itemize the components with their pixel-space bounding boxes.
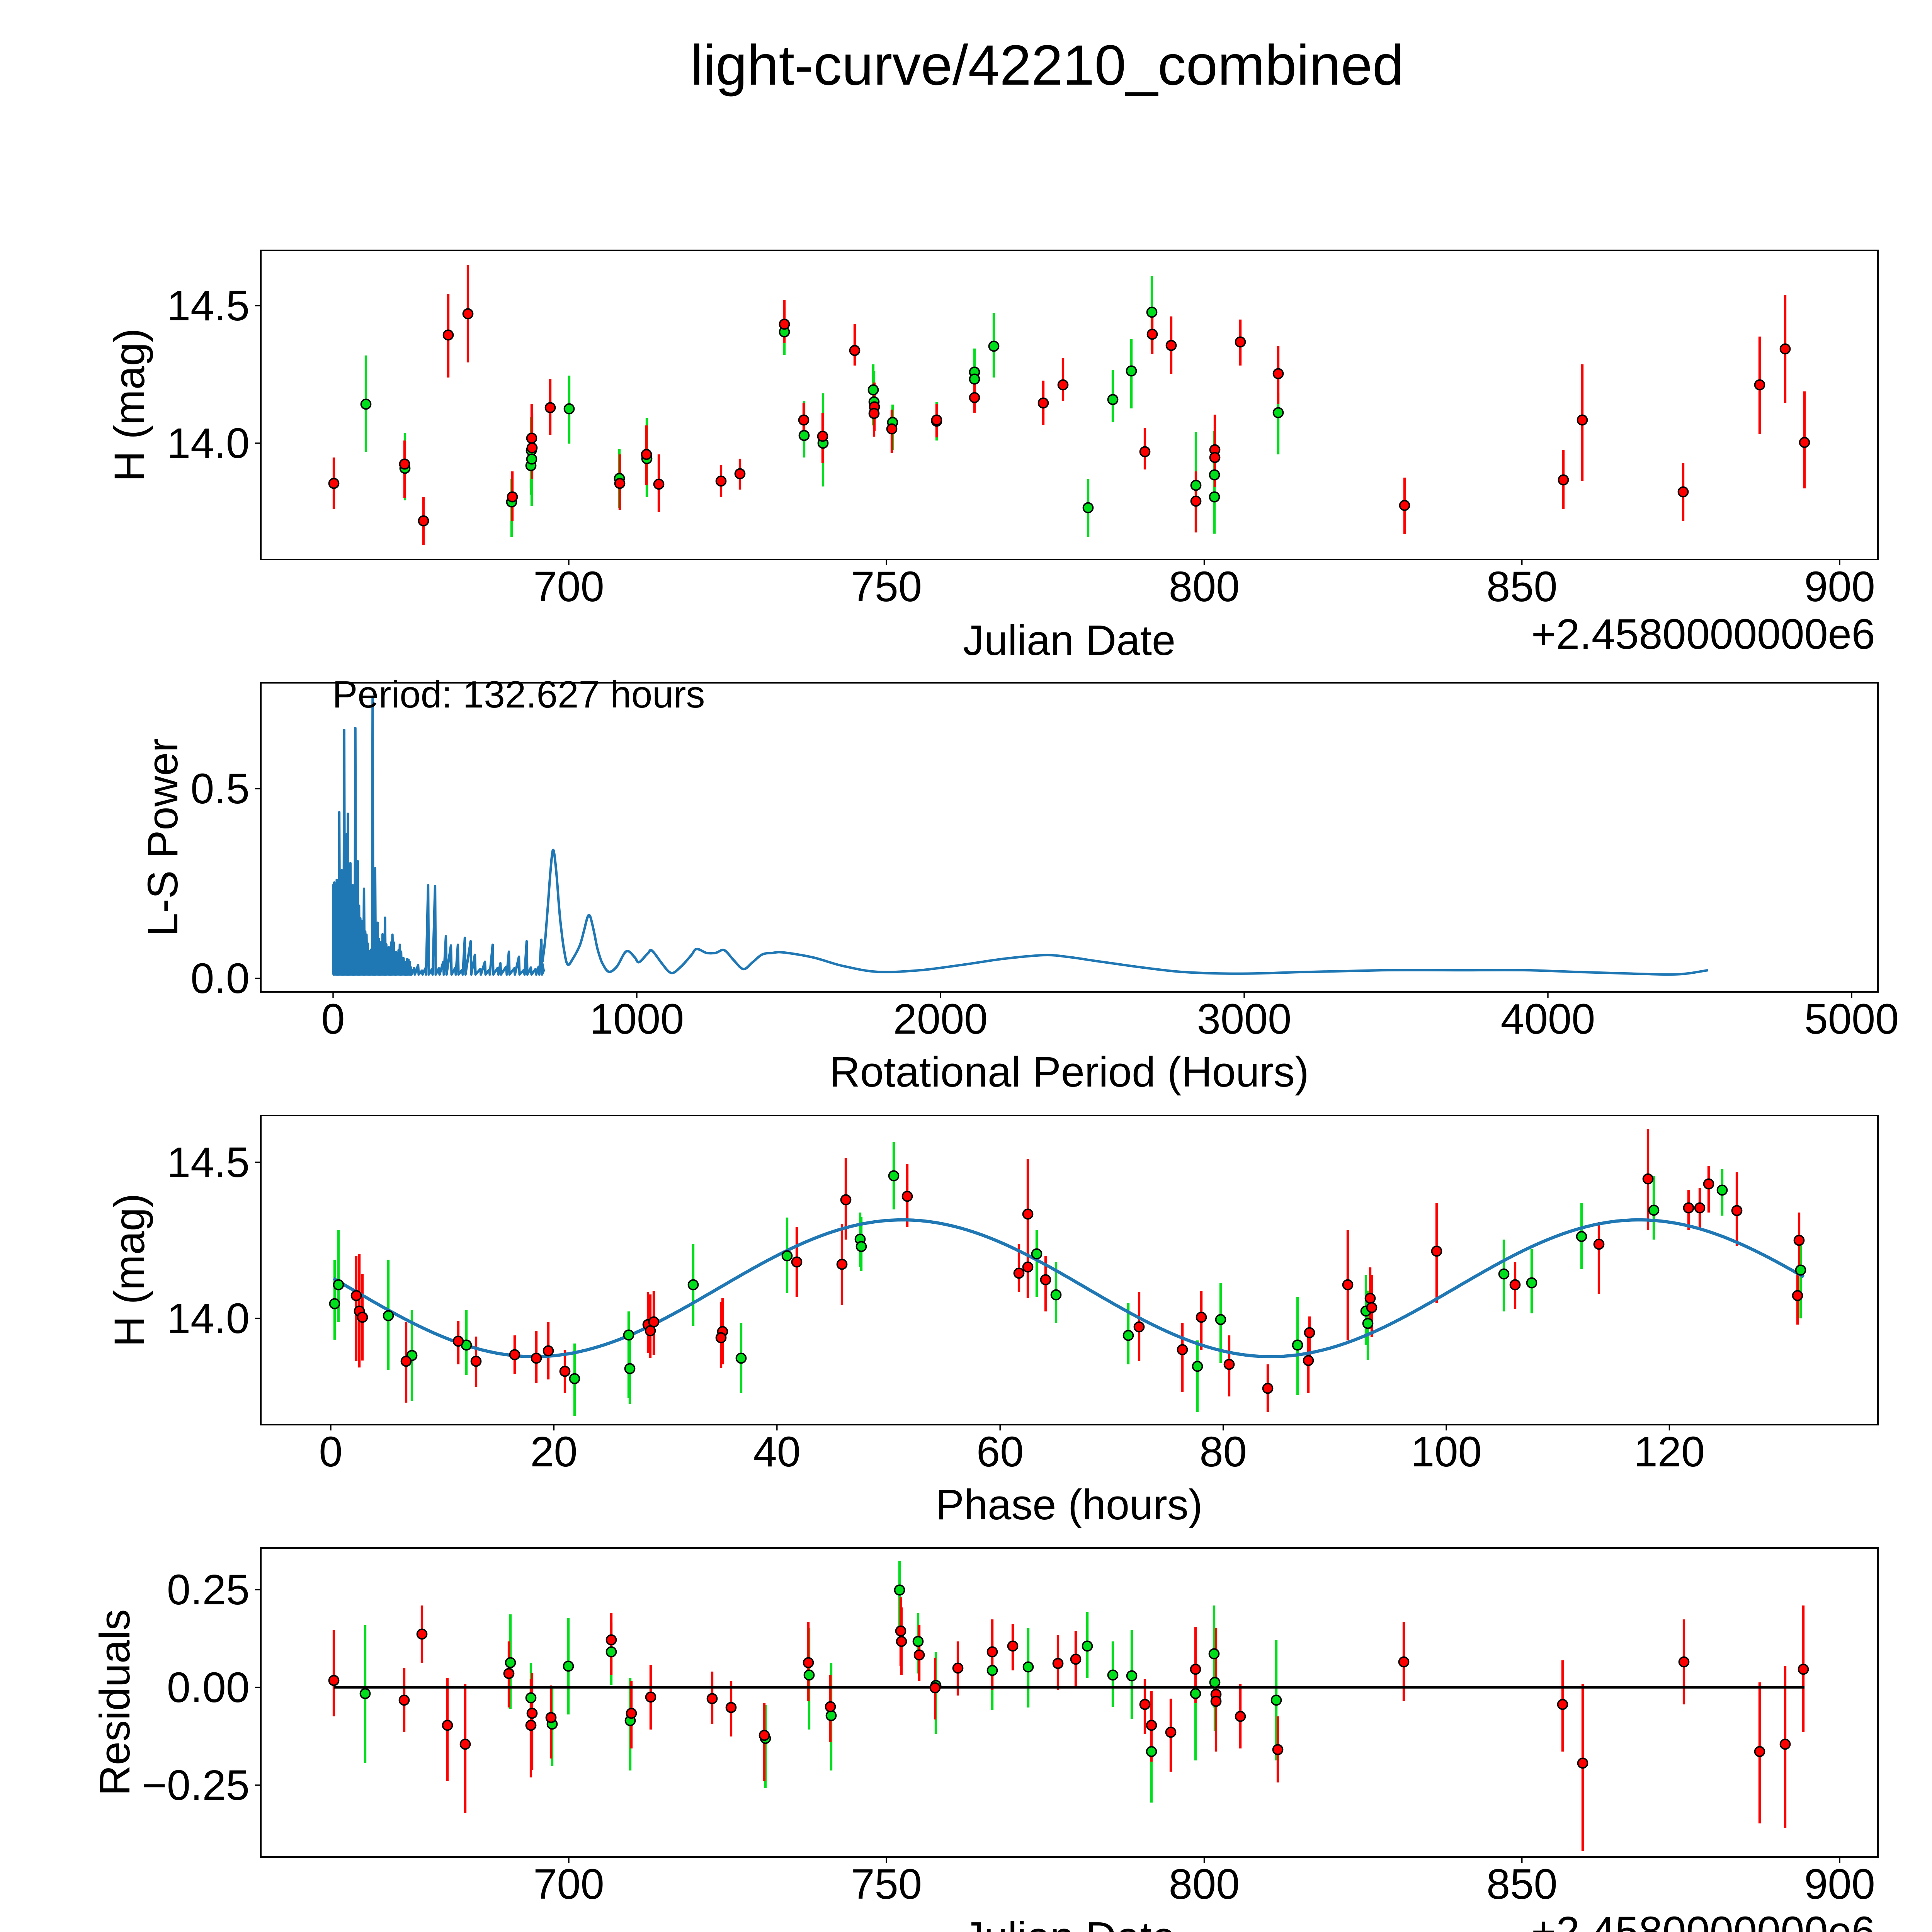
svg-text:1000: 1000 <box>590 995 684 1043</box>
svg-text:2000: 2000 <box>893 995 988 1043</box>
svg-text:750: 750 <box>851 563 922 611</box>
svg-text:Phase (hours): Phase (hours) <box>936 1481 1203 1529</box>
svg-text:0.0: 0.0 <box>190 955 250 1002</box>
svg-text:−0.25: −0.25 <box>142 1762 250 1809</box>
svg-text:80: 80 <box>1199 1428 1247 1476</box>
svg-text:0.5: 0.5 <box>190 765 250 813</box>
svg-text:H (mag): H (mag) <box>106 1193 153 1347</box>
svg-text:14.0: 14.0 <box>167 1295 250 1342</box>
svg-text:850: 850 <box>1486 1861 1558 1908</box>
svg-text:14.0: 14.0 <box>167 420 250 467</box>
svg-text:Residuals: Residuals <box>91 1609 139 1796</box>
svg-text:14.5: 14.5 <box>167 282 250 330</box>
svg-text:Rotational Period (Hours): Rotational Period (Hours) <box>829 1048 1309 1096</box>
svg-text:0.25: 0.25 <box>167 1566 250 1614</box>
svg-text:800: 800 <box>1169 563 1240 611</box>
svg-text:40: 40 <box>753 1428 801 1476</box>
svg-text:Julian Date: Julian Date <box>963 617 1175 664</box>
svg-text:4000: 4000 <box>1501 995 1595 1043</box>
svg-text:14.5: 14.5 <box>167 1139 250 1186</box>
svg-text:0: 0 <box>319 1428 342 1476</box>
svg-text:900: 900 <box>1804 1861 1875 1908</box>
svg-text:900: 900 <box>1804 563 1875 611</box>
svg-text:H (mag): H (mag) <box>106 328 153 481</box>
svg-text:light-curve/42210_combined: light-curve/42210_combined <box>690 34 1404 97</box>
svg-text:700: 700 <box>533 1861 604 1908</box>
svg-text:0: 0 <box>321 995 345 1043</box>
svg-text:700: 700 <box>533 563 604 611</box>
svg-text:750: 750 <box>851 1861 922 1908</box>
svg-text:+2.4580000000e6: +2.4580000000e6 <box>1531 611 1875 658</box>
svg-text:0.00: 0.00 <box>167 1664 250 1711</box>
svg-text:L-S Power: L-S Power <box>139 738 187 937</box>
svg-text:3000: 3000 <box>1197 995 1292 1043</box>
svg-text:60: 60 <box>976 1428 1024 1476</box>
svg-text:800: 800 <box>1169 1861 1240 1908</box>
svg-text:100: 100 <box>1411 1428 1482 1476</box>
svg-text:+2.4580000000e6: +2.4580000000e6 <box>1531 1908 1875 1932</box>
svg-text:Julian Date: Julian Date <box>963 1913 1175 1932</box>
svg-text:120: 120 <box>1634 1428 1705 1476</box>
svg-text:20: 20 <box>530 1428 577 1476</box>
svg-text:Period: 132.627 hours: Period: 132.627 hours <box>332 673 705 716</box>
svg-text:5000: 5000 <box>1804 995 1899 1043</box>
svg-text:850: 850 <box>1486 563 1558 611</box>
